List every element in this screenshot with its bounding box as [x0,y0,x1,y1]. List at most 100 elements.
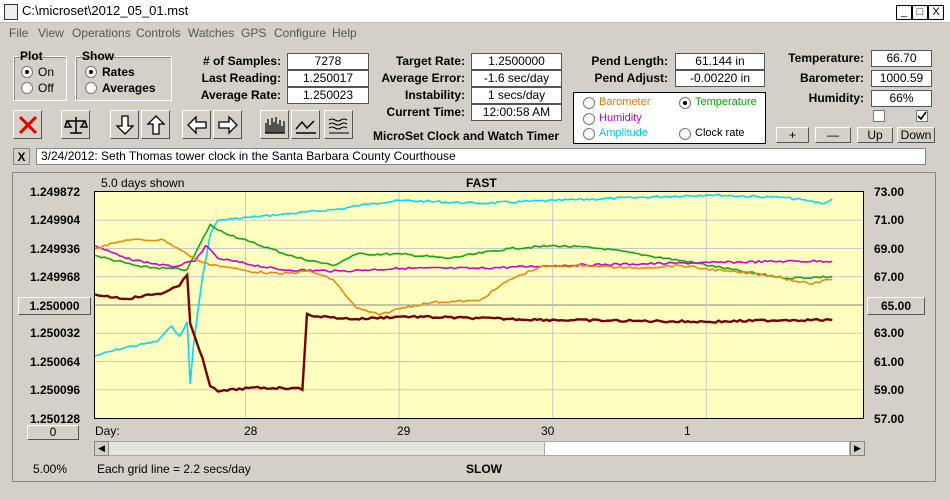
overlay-humidity-label: Humidity [599,112,642,124]
show-averages-label: Averages [102,81,156,95]
balance-button[interactable] [61,110,90,139]
menu-operations[interactable]: Operations [72,26,131,40]
x-tick: 29 [397,424,411,438]
grid-note: Each grid line = 2.2 secs/day [97,462,251,476]
scroll-right-arrow-icon[interactable]: ▶ [850,441,865,456]
menu-configure[interactable]: Configure [274,26,327,40]
barometer-value: 1000.59 [871,70,932,87]
y-right-tick: 71.00 [874,213,905,227]
y-right-tick: 67.00 [874,270,905,284]
instability-label: Instability: [404,88,465,102]
humidity-label: Humidity: [808,91,864,105]
y-right-tick: 59.00 [874,383,905,397]
humidity-value: 66% [871,90,932,107]
scale-up-button[interactable]: Up [857,127,893,143]
temperature-value: 66.70 [871,50,932,67]
description-close-button[interactable]: X [13,148,30,165]
pend-adjust-label: Pend Adjust: [594,71,668,85]
overlay-temperature-radio[interactable] [679,97,691,109]
plot-group-title: Plot [20,49,43,63]
menu-help[interactable]: Help [332,26,357,40]
sensor-checkbox-1[interactable] [873,110,885,122]
average-error-label: Average Error: [381,71,465,85]
minimize-button[interactable]: _ [896,5,912,20]
last-reading-label: Last Reading: [201,71,281,85]
left-scroll-value-button[interactable]: 0 [27,425,79,440]
plot-off-label: Off [38,81,54,95]
show-rates-radio[interactable] [85,66,97,78]
scroll-up-button[interactable] [141,110,170,139]
menu-watches[interactable]: Watches [188,26,235,40]
arrow-down-icon [115,115,135,135]
menu-gps[interactable]: GPS [241,26,267,40]
current-time-label: Current Time: [386,105,465,119]
overlay-clock-rate-radio[interactable] [679,128,691,140]
y-left-tick: 1.250032 [30,326,81,340]
fast-label: FAST [466,176,497,190]
check-icon [917,111,927,121]
scrollbar-thumb[interactable] [544,441,850,456]
red-x-icon [18,115,38,135]
description-field[interactable]: 3/24/2012: Seth Thomas tower clock in th… [36,148,926,165]
series-line-0 [95,193,833,385]
overlay-clock-rate-label: Clock rate [695,127,745,139]
clear-button[interactable] [13,110,42,139]
y-left-tick: 1.249968 [30,270,81,284]
pend-adjust-value: -0.00220 in [675,70,765,87]
y-left-tick: 1.249936 [30,242,81,256]
day-label: Day: [95,424,120,438]
percent-label: 5.00% [33,462,68,476]
show-averages-radio[interactable] [85,82,97,94]
y-right-tick: 61.00 [874,355,905,369]
last-reading-value: 1.250017 [287,70,369,87]
plot-on-label: On [38,65,55,79]
y-left-tick: 1.250096 [30,383,81,397]
sensor-checkbox-2[interactable] [916,110,928,122]
scroll-left-button[interactable] [182,110,211,139]
overlay-barometer-radio[interactable] [583,97,595,109]
x-tick: 30 [541,424,555,438]
show-group: Show [75,49,172,101]
scroll-left-arrow-icon[interactable]: ◀ [94,441,109,456]
line-graph-button[interactable] [291,110,320,139]
series-line-1 [95,223,833,280]
histogram-button[interactable] [260,110,289,139]
menu-view[interactable]: View [38,26,64,40]
plot-panel [12,172,936,482]
plot-group: Plot [13,49,67,101]
barometer-label: Barometer: [799,71,864,85]
wave-graph-icon [328,118,349,134]
overlay-humidity-radio[interactable] [583,113,595,125]
plot-on-radio[interactable] [21,66,33,78]
wave-graph-button[interactable] [324,110,353,139]
y-left-tick: 1.250064 [30,355,81,369]
average-rate-value: 1.250023 [287,87,369,104]
center-temperature-button[interactable]: 65.00 [867,297,925,315]
y-left-tick: 1.249904 [30,213,81,227]
overlay-options-panel [573,92,766,144]
samples-label: # of Samples: [202,54,281,68]
scale-plus-button[interactable]: + [776,127,809,143]
overlay-amplitude-radio[interactable] [583,128,595,140]
slow-label: SLOW [466,462,502,476]
maximize-button[interactable]: □ [912,5,928,20]
scale-down-button[interactable]: Down [897,127,935,143]
samples-value: 7278 [287,53,369,70]
center-rate-button[interactable]: 1.250000 [18,297,91,315]
scroll-right-button[interactable] [213,110,242,139]
x-tick: 1 [684,424,691,438]
menu-file[interactable]: File [9,26,29,40]
scroll-down-button[interactable] [110,110,139,139]
menu-controls[interactable]: Controls [136,26,181,40]
title-bar: C:\microset\2012_05_01.mst _ □ X [0,0,950,23]
scale-minus-button[interactable]: — [815,127,851,143]
rate-chart [95,192,863,418]
close-window-button[interactable]: X [928,5,944,20]
show-group-title: Show [82,49,114,63]
series-line-2 [95,244,833,273]
histogram-icon [265,117,285,134]
plot-off-radio[interactable] [21,82,33,94]
app-caption: MicroSet Clock and Watch Timer [373,129,560,143]
y-right-tick: 63.00 [874,326,905,340]
instability-value: 1 secs/day [471,87,562,104]
